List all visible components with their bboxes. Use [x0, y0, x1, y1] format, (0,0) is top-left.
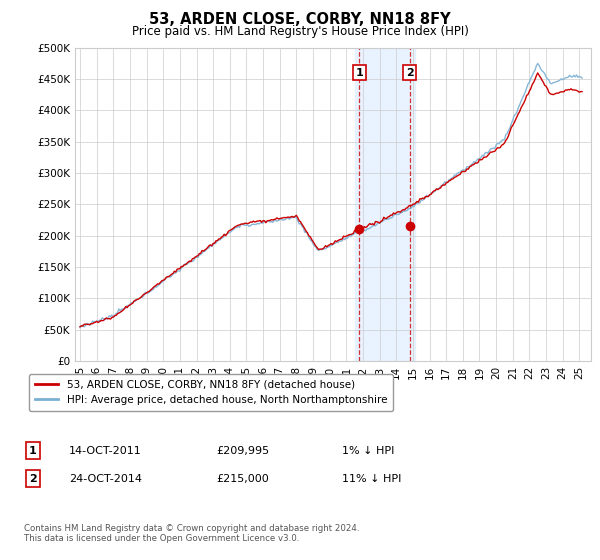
Text: £215,000: £215,000 [216, 474, 269, 484]
Text: 2: 2 [29, 474, 37, 484]
Text: Contains HM Land Registry data © Crown copyright and database right 2024.
This d: Contains HM Land Registry data © Crown c… [24, 524, 359, 543]
Text: 14-OCT-2011: 14-OCT-2011 [69, 446, 142, 456]
Text: 53, ARDEN CLOSE, CORBY, NN18 8FY: 53, ARDEN CLOSE, CORBY, NN18 8FY [149, 12, 451, 27]
Text: 1: 1 [356, 68, 364, 78]
Text: Price paid vs. HM Land Registry's House Price Index (HPI): Price paid vs. HM Land Registry's House … [131, 25, 469, 38]
Text: 24-OCT-2014: 24-OCT-2014 [69, 474, 142, 484]
Legend: 53, ARDEN CLOSE, CORBY, NN18 8FY (detached house), HPI: Average price, detached : 53, ARDEN CLOSE, CORBY, NN18 8FY (detach… [29, 374, 394, 412]
Text: 2: 2 [406, 68, 413, 78]
Text: 11% ↓ HPI: 11% ↓ HPI [342, 474, 401, 484]
Text: 1% ↓ HPI: 1% ↓ HPI [342, 446, 394, 456]
Text: £209,995: £209,995 [216, 446, 269, 456]
Text: 1: 1 [29, 446, 37, 456]
Bar [355, 48, 415, 361]
